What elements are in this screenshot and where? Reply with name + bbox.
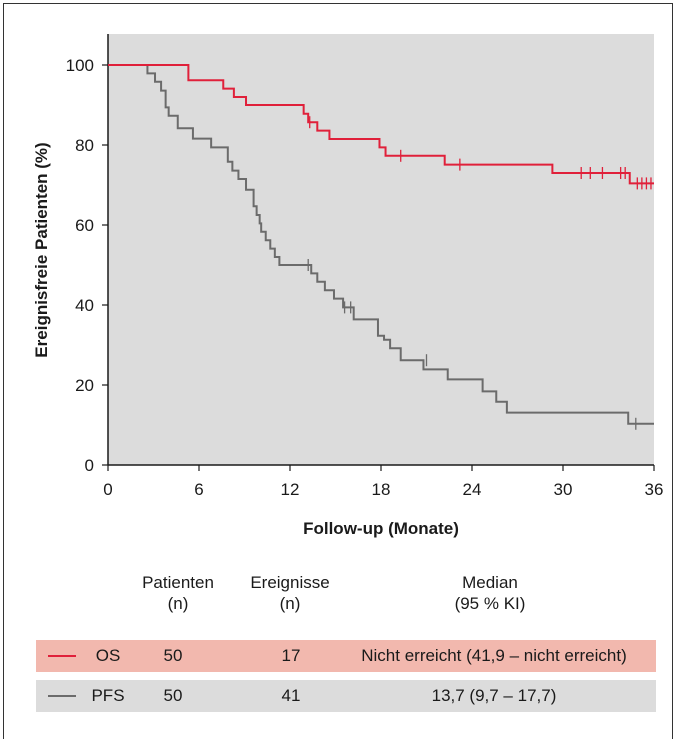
legend-swatch-os: [48, 655, 76, 657]
series-group: [108, 64, 654, 430]
header-events-line2: (n): [279, 594, 301, 613]
x-tick-label: 12: [281, 480, 300, 499]
x-tick-label: 36: [645, 480, 664, 499]
legend-row-os: OS 50 17 Nicht erreicht (41,9 – nicht er…: [36, 640, 656, 672]
y-axis-title: Ereignisfreie Patienten (%): [32, 142, 51, 357]
header-events-line1: Ereignisse: [250, 573, 330, 592]
header-median-line2: (95 % KI): [454, 594, 526, 613]
legend-patients-pfs: 50: [163, 686, 183, 705]
header-patients-line1: Patienten: [142, 573, 214, 592]
header-median-line1: Median: [462, 573, 518, 592]
x-tick-label: 0: [103, 480, 112, 499]
plot-area: [108, 34, 654, 465]
x-tick-label: 24: [463, 480, 482, 499]
x-tick-label: 6: [194, 480, 203, 499]
legend-row-pfs: PFS 50 41 13,7 (9,7 – 17,7): [36, 680, 656, 712]
legend-median-pfs: 13,7 (9,7 – 17,7): [431, 686, 557, 705]
x-tick-label: 18: [372, 480, 391, 499]
header-patients-line2: (n): [167, 594, 189, 613]
legend-patients-os: 50: [163, 646, 183, 665]
legend-label-pfs: PFS: [91, 686, 125, 705]
y-tick-label: 0: [85, 456, 94, 475]
legend-label-os: OS: [95, 646, 121, 665]
series-line-pfs: [108, 64, 654, 425]
y-tick-label: 40: [75, 296, 94, 315]
y-tick-label: 60: [75, 216, 94, 235]
y-tick-label: 20: [75, 376, 94, 395]
header-median: Median (95 % KI): [400, 572, 580, 614]
y-tick-label: 80: [75, 136, 94, 155]
x-axis-title: Follow-up (Monate): [303, 519, 459, 538]
header-patients: Patienten (n): [133, 572, 223, 614]
ticks: 0 20 40 60 80 100 0 6 12 18 24 30 36: [66, 56, 664, 499]
legend-events-os: 17: [281, 646, 301, 665]
legend-swatch-pfs: [48, 695, 76, 697]
legend-events-pfs: 41: [281, 686, 301, 705]
legend-median-os: Nicht erreicht (41,9 – nicht erreicht): [361, 646, 627, 665]
figure-frame: [3, 3, 673, 739]
series-line-os: [108, 64, 654, 185]
header-events: Ereignisse (n): [240, 572, 340, 614]
x-tick-label: 30: [554, 480, 573, 499]
y-tick-label: 100: [66, 56, 94, 75]
km-chart: 0 20 40 60 80 100 0 6 12 18 24 30 36 Follow-up (Mona…: [32, 34, 664, 538]
